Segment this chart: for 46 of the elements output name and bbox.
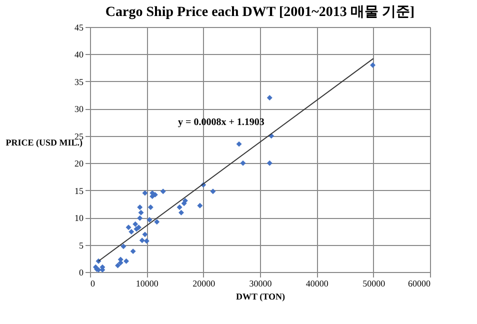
y-tick-label: 0 (79, 268, 84, 278)
x-axis-title: DWT (TON) (236, 292, 285, 302)
point (139, 238, 145, 244)
point (137, 215, 143, 221)
point (240, 160, 246, 166)
point (132, 221, 138, 227)
point (236, 141, 242, 147)
y-tick-label: 35 (74, 76, 84, 87)
x-tick-label: 40000 (306, 278, 329, 288)
point (178, 210, 184, 216)
y-tick-label: 5 (79, 240, 84, 250)
point (370, 62, 376, 68)
point (142, 232, 148, 238)
point (142, 190, 148, 196)
y-tick-label: 15 (74, 186, 84, 196)
point (266, 160, 272, 166)
x-tick-label: 50000 (362, 278, 386, 288)
point (148, 204, 154, 210)
y-tick-label: 45 (74, 22, 84, 32)
y-tick-label: 40 (74, 50, 84, 60)
x-tick-label: 10000 (136, 278, 159, 288)
point (176, 204, 182, 210)
point (266, 95, 272, 101)
x-tick-label: 60000 (408, 278, 431, 288)
point (128, 228, 134, 234)
point (197, 202, 203, 208)
point (138, 210, 144, 216)
y-tick-label: 10 (74, 213, 84, 224)
point (146, 216, 152, 222)
y-tick-label: 30 (74, 104, 84, 114)
x-tick-label: 20000 (192, 278, 216, 288)
chart-title: Cargo Ship Price each DWT [2001~2013 매물 기준] (105, 5, 415, 20)
point (144, 238, 150, 244)
annotation: y = 0.0008x + 1.1903 (178, 117, 264, 128)
x-tick-label: 0 (90, 278, 96, 288)
point (130, 248, 136, 254)
point (137, 204, 143, 210)
point (124, 258, 130, 264)
y-tick-label: 20 (74, 158, 84, 169)
x-tick-label: 30000 (249, 278, 272, 288)
point (210, 188, 216, 194)
point (160, 188, 166, 194)
point (126, 224, 132, 230)
point (120, 244, 126, 250)
point (154, 219, 160, 225)
point (115, 262, 121, 268)
